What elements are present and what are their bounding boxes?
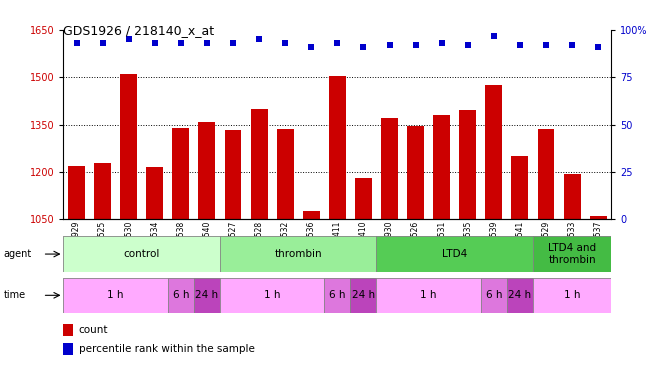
Bar — [460, 111, 476, 219]
Point — [254, 36, 265, 42]
Bar — [381, 118, 398, 219]
Bar — [538, 129, 554, 219]
Text: 6 h: 6 h — [329, 290, 345, 300]
Bar — [63, 324, 73, 336]
Bar — [355, 178, 372, 219]
Bar — [324, 278, 351, 313]
Point — [306, 44, 317, 50]
Bar — [486, 85, 502, 219]
Point — [150, 40, 160, 46]
Text: control: control — [124, 249, 160, 259]
Bar — [329, 76, 346, 219]
Point — [462, 42, 473, 48]
Point — [98, 40, 108, 46]
Point — [124, 36, 134, 42]
Point — [410, 42, 421, 48]
Bar — [303, 211, 320, 219]
Text: 24 h: 24 h — [352, 290, 375, 300]
Text: thrombin: thrombin — [275, 249, 322, 259]
Point — [488, 33, 499, 39]
Text: 6 h: 6 h — [486, 290, 502, 300]
Bar — [277, 129, 294, 219]
Text: 24 h: 24 h — [195, 290, 218, 300]
Bar — [351, 278, 377, 313]
Bar — [250, 109, 268, 219]
Text: count: count — [79, 325, 108, 335]
Point — [436, 40, 447, 46]
Bar — [198, 123, 215, 219]
Bar — [533, 278, 611, 313]
Point — [176, 40, 186, 46]
Bar — [172, 128, 189, 219]
Bar — [63, 236, 220, 272]
Bar — [512, 156, 528, 219]
Text: 24 h: 24 h — [508, 290, 532, 300]
Bar — [194, 278, 220, 313]
Bar — [224, 130, 242, 219]
Text: 1 h: 1 h — [264, 290, 281, 300]
Text: 1 h: 1 h — [564, 290, 580, 300]
Bar — [533, 236, 611, 272]
Bar — [377, 236, 533, 272]
Text: time: time — [3, 290, 25, 300]
Bar — [94, 163, 111, 219]
Point — [228, 40, 238, 46]
Point — [384, 42, 395, 48]
Point — [566, 42, 577, 48]
Bar — [120, 74, 137, 219]
Bar — [146, 167, 163, 219]
Text: LTD4 and
thrombin: LTD4 and thrombin — [548, 243, 596, 265]
Bar — [564, 174, 580, 219]
Bar — [220, 278, 324, 313]
Bar — [220, 236, 377, 272]
Text: percentile rank within the sample: percentile rank within the sample — [79, 344, 255, 354]
Bar — [63, 278, 168, 313]
Point — [358, 44, 369, 50]
Bar — [590, 216, 607, 219]
Bar — [481, 278, 507, 313]
Point — [280, 40, 291, 46]
Bar — [407, 126, 424, 219]
Text: GDS1926 / 218140_x_at: GDS1926 / 218140_x_at — [63, 24, 214, 38]
Text: LTD4: LTD4 — [442, 249, 468, 259]
Bar — [377, 278, 481, 313]
Point — [202, 40, 212, 46]
Bar — [433, 115, 450, 219]
Bar — [68, 166, 85, 219]
Point — [593, 44, 603, 50]
Point — [540, 42, 551, 48]
Bar — [168, 278, 194, 313]
Bar — [63, 343, 73, 355]
Point — [332, 40, 343, 46]
Point — [71, 40, 82, 46]
Bar — [507, 278, 533, 313]
Text: 1 h: 1 h — [108, 290, 124, 300]
Text: 1 h: 1 h — [420, 290, 437, 300]
Text: agent: agent — [3, 249, 31, 259]
Text: 6 h: 6 h — [172, 290, 189, 300]
Point — [514, 42, 525, 48]
